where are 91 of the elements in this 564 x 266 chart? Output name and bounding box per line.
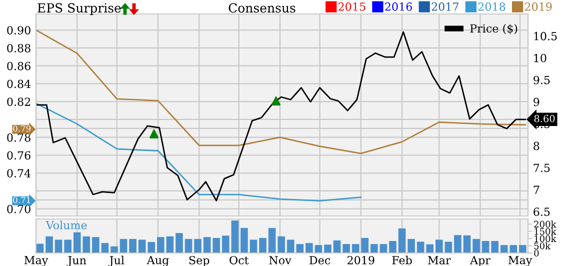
bar [306,243,313,253]
legend-label: 2019 [524,2,552,11]
bar [148,242,156,253]
y2-tick-label: 9.5 [534,76,550,84]
y2-tick-label: 7 [534,186,540,194]
bar [333,240,341,253]
y2-tick-label: 7.5 [534,164,550,172]
y-tick-label: 0.82 [7,98,30,106]
y-tick-label: 200k [534,220,556,228]
y2-tick-label: 9 [534,98,540,106]
bar [250,240,258,253]
y-tick-label: 0.90 [7,26,30,34]
bar [240,228,248,253]
y-tick-label: 0 [534,250,539,257]
bar [472,238,480,253]
bar [398,228,406,253]
bar [259,238,266,253]
y-tick-label: 0.78 [7,133,30,142]
bar [157,237,164,253]
y-tick-label: 50k [534,242,551,250]
x-tick-label: 2019 [348,256,374,264]
bar [222,236,230,253]
y2-tick-label: 10 [534,54,546,62]
x-tick-label: Feb [392,256,412,264]
bar [463,235,471,253]
y2-tick-label: 6.5 [534,208,550,216]
legend-label: Price ($) [470,24,518,34]
y-tick-label: 0.76 [7,151,30,160]
bar [120,238,128,253]
y-tick-label: 100k [534,235,556,242]
y-tick-label: 0.86 [7,62,30,70]
y2-tick-label: 10.5 [534,32,557,40]
bar [278,236,285,253]
annotation: EPS Surprise [38,3,121,16]
bar [268,228,276,253]
bar [436,240,443,253]
y-tick-label: 0.88 [7,44,30,52]
bar [510,245,518,253]
bar [482,240,490,253]
y-tick-label: 0.74 [7,169,31,178]
bar [138,240,146,253]
bar [324,244,332,253]
bar [203,237,211,253]
bar [491,240,498,253]
data-label: 8.60 [534,114,555,122]
bar [416,242,424,253]
bar [519,245,526,253]
x-tick-label: Oct [230,256,249,264]
x-tick-label: Dec [310,256,330,264]
bar [212,238,220,253]
bar [389,240,396,253]
y-tick-label: 150k [534,228,556,235]
y-tick-label: 0.84 [7,80,31,88]
legend-label: 2016 [385,2,412,11]
bar [296,244,304,253]
bar [64,240,72,253]
bar [101,243,109,253]
bar [408,238,415,253]
bar [176,233,183,253]
legend-label: 2018 [478,2,506,11]
y-tick-label: 0.71 [13,196,30,204]
bar [129,238,136,253]
bar [370,244,378,253]
chart-title: Volume [46,220,87,230]
bar [166,236,174,253]
bar [314,245,322,253]
bar [444,242,452,253]
bar [426,244,434,253]
x-tick-label: Mar [428,256,451,264]
bar [352,244,360,253]
bar [36,244,44,253]
bar [194,238,202,253]
legend-title: Consensus [228,3,296,13]
bar [92,237,100,253]
bar [110,246,118,253]
bar [500,245,508,253]
bar [454,235,462,253]
bar [54,240,62,253]
bar [286,240,294,253]
x-tick-label: Nov [269,256,292,264]
bar [46,236,53,253]
y-tick-label: 0.70 [7,204,30,214]
y2-tick-label: 8 [534,142,540,150]
legend-label: 2017 [432,2,458,11]
bar [361,238,369,253]
bar [380,244,388,253]
y-tick-label: 0.79 [13,125,31,132]
bar [184,238,192,253]
legend-label: 2015 [338,2,366,11]
bar [342,244,350,253]
line-series [36,102,362,202]
